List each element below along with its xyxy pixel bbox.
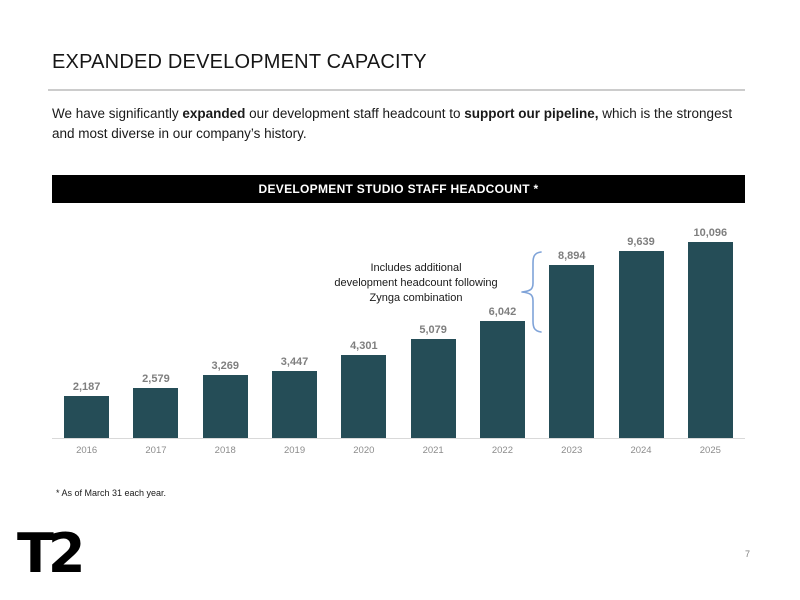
bar-value-label: 8,894 [557, 250, 586, 262]
headcount-bar-chart: 2,187 2,579 3,269 3,447 4,301 5,079 6,042 8,894… [52, 224, 745, 456]
bar [687, 242, 733, 438]
page-number: 7 [744, 549, 750, 559]
bar-value-label: 9,639 [627, 236, 655, 248]
bar-group: 3,269 [191, 360, 260, 438]
t2-logo: T2 [17, 522, 85, 585]
bar-value-label: 6,042 [488, 306, 517, 318]
bar-value-label: 5,079 [419, 324, 447, 336]
intro-bold-expanded: expanded [182, 106, 246, 121]
footnote: * As of March 31 each year. [56, 488, 167, 498]
bar [64, 396, 110, 438]
chart-title-banner: DEVELOPMENT STUDIO STAFF HEADCOUNT * [52, 175, 745, 203]
bar-value-label: 3,447 [280, 356, 309, 368]
bar-value-label: 4,301 [350, 340, 378, 352]
bars-area: 2,187 2,579 3,269 3,447 4,301 5,079 6,042 8,894… [52, 224, 745, 438]
bar-group: 5,079 [398, 324, 467, 438]
bar-group: 9,639 [606, 236, 675, 438]
x-axis-line [52, 438, 745, 439]
bar [202, 375, 248, 438]
bar-group: 2,187 [52, 381, 121, 438]
bar [549, 265, 595, 438]
bar-group: 8,894 [537, 250, 606, 438]
bar-value-label: 3,269 [211, 360, 239, 372]
bar-group: 10,096 [676, 227, 745, 438]
bar [618, 251, 664, 438]
bar-value-label: 2,579 [142, 373, 170, 385]
x-axis-label: 2025 [699, 445, 721, 456]
annotation-line: Zynga combination [369, 292, 463, 304]
annotation-line: development headcount following [334, 277, 498, 289]
bar-group: 6,042 [468, 306, 537, 438]
bar-group: 3,447 [260, 356, 329, 438]
chart-title: DEVELOPMENT STUDIO STAFF HEADCOUNT * [258, 182, 539, 196]
intro-paragraph: We have significantly expanded our devel… [52, 104, 747, 144]
x-axis-label: 2022 [491, 445, 513, 456]
intro-text: our development staff headcount to [245, 106, 465, 121]
title-divider [48, 89, 745, 91]
x-axis-label: 2017 [145, 445, 167, 456]
intro-bold-pipeline: support our pipeline, [464, 106, 599, 121]
bar [272, 371, 318, 438]
intro-text: We have significantly [52, 106, 183, 121]
bar-value-label: 2,187 [72, 381, 101, 393]
bar [410, 339, 456, 438]
curly-brace-path [521, 251, 542, 333]
bar-value-label: 10,096 [693, 227, 728, 239]
bar [133, 388, 179, 438]
x-axis-label: 2021 [422, 445, 444, 456]
intro-text: which is the strongest and most diverse … [52, 106, 733, 141]
zynga-annotation: Includes additional development headcoun… [325, 261, 507, 306]
curly-brace-icon [521, 251, 542, 333]
bar-group: 2,579 [121, 373, 190, 438]
x-axis-label: 2019 [283, 445, 306, 456]
bar [479, 321, 525, 438]
x-axis-labels: 2016 2017 2018 2019 2020 2021 2022 2023 2024 2025 [52, 439, 745, 456]
x-axis-label: 2020 [353, 445, 375, 456]
x-axis-label: 2024 [630, 445, 652, 456]
annotation-line: Includes additional [370, 262, 462, 274]
x-axis-label: 2023 [561, 445, 583, 456]
x-axis-label: 2016 [76, 445, 98, 456]
bar [341, 355, 387, 438]
x-axis-label: 2018 [214, 445, 236, 456]
page-title: EXPANDED DEVELOPMENT CAPACITY [52, 51, 427, 73]
bar-group: 4,301 [329, 340, 398, 438]
